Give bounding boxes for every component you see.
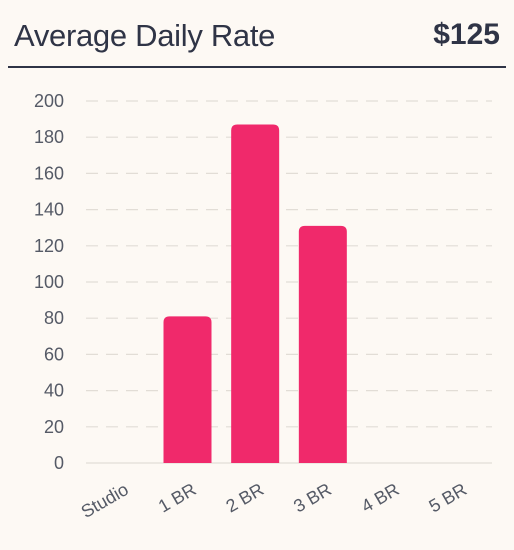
bars (163, 124, 347, 463)
bar-3-br[interactable] (298, 225, 347, 463)
x-tick-label: Studio (78, 479, 132, 522)
y-tick-label: 40 (44, 381, 64, 401)
x-tick-label: 2 BR (222, 479, 267, 516)
y-tick-label: 80 (44, 308, 64, 328)
bar-2-br[interactable] (231, 124, 280, 463)
y-tick-label: 100 (34, 272, 64, 292)
average-rate-value: $125 (433, 18, 500, 51)
y-tick-label: 180 (34, 127, 64, 147)
y-axis-ticks: 0 20 40 60 80 100 120 140 160 180 200 (34, 91, 64, 473)
x-tick-label: 4 BR (358, 479, 403, 516)
y-tick-label: 140 (34, 200, 64, 220)
chart-header: Average Daily Rate $125 (8, 0, 506, 68)
chart-title: Average Daily Rate (14, 18, 276, 53)
x-tick-label: 1 BR (155, 479, 200, 516)
y-tick-label: 0 (54, 453, 64, 473)
x-tick-label: 5 BR (425, 479, 470, 516)
bar-1-br[interactable] (163, 316, 212, 463)
y-tick-label: 60 (44, 344, 64, 364)
x-tick-label: 3 BR (290, 479, 335, 516)
y-tick-label: 120 (34, 236, 64, 256)
x-axis-ticks: Studio 1 BR 2 BR 3 BR 4 BR 5 BR (78, 479, 471, 522)
y-tick-label: 200 (34, 91, 64, 111)
y-tick-label: 20 (44, 417, 64, 437)
grid-lines (86, 100, 492, 464)
y-tick-label: 160 (34, 163, 64, 183)
